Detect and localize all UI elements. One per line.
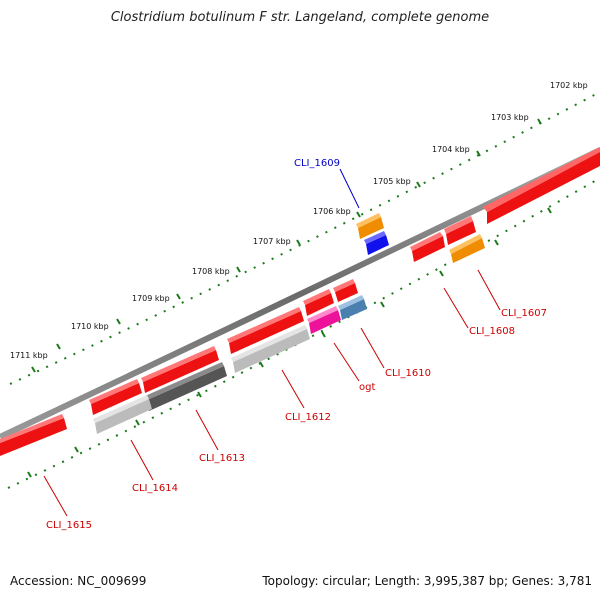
outer-major-ticks	[31, 118, 542, 373]
genome-summary-text: Topology: circular; Length: 3,995,387 bp…	[262, 574, 592, 588]
scale-label-1709: 1709 kbp	[132, 294, 170, 303]
gene-right-red[interactable]	[483, 147, 600, 224]
scale-label-1705: 1705 kbp	[373, 177, 411, 186]
gene-ogt[interactable]	[303, 289, 341, 334]
gene-label-cli-1615[interactable]: CLI_1615	[46, 520, 92, 531]
scale-label-1704: 1704 kbp	[432, 145, 470, 154]
genes	[0, 147, 600, 456]
gene-cli-1612[interactable]	[227, 307, 310, 373]
gene-cli-1608[interactable]	[410, 232, 445, 262]
leader-lines	[43, 168, 501, 517]
gene-label-cli-1614[interactable]: CLI_1614	[132, 483, 178, 494]
scale-labels: 1702 kbp 1703 kbp 1704 kbp 1705 kbp 1706…	[10, 81, 588, 360]
gene-cli-1615[interactable]	[0, 414, 67, 456]
gene-label-cli-1612[interactable]: CLI_1612	[285, 412, 331, 423]
map-title: Clostridium botulinum F str. Langeland, …	[110, 10, 490, 25]
gene-cli-1610[interactable]	[333, 279, 367, 320]
genome-backbone	[0, 147, 600, 440]
accession-text: Accession: NC_009699	[10, 574, 147, 588]
scale-label-1711: 1711 kbp	[10, 351, 48, 360]
scale-label-1702: 1702 kbp	[550, 81, 588, 90]
outer-scale-arc	[9, 91, 600, 385]
gene-cli-1609[interactable]	[356, 213, 389, 255]
scale-label-1706: 1706 kbp	[313, 207, 351, 216]
scale-label-1703: 1703 kbp	[491, 113, 529, 122]
gene-cli-1607[interactable]	[444, 216, 485, 263]
scale-label-1707: 1707 kbp	[253, 237, 291, 246]
gene-label-cli-1609[interactable]: CLI_1609	[294, 158, 340, 169]
gene-labels: CLI_1609 CLI_1607 CLI_1608 CLI_1610 ogt …	[46, 158, 547, 531]
gene-label-cli-1610[interactable]: CLI_1610	[385, 368, 431, 379]
inner-scale-arc	[7, 177, 600, 489]
scale-label-1710: 1710 kbp	[71, 322, 109, 331]
gene-label-cli-1607[interactable]: CLI_1607	[501, 308, 547, 319]
gene-label-cli-1613[interactable]: CLI_1613	[199, 453, 245, 464]
gene-label-cli-1608[interactable]: CLI_1608	[469, 326, 515, 337]
gene-label-ogt[interactable]: ogt	[359, 382, 375, 393]
inner-major-ticks	[27, 207, 552, 478]
gene-cli-1614[interactable]	[89, 379, 152, 434]
scale-label-1708: 1708 kbp	[192, 267, 230, 276]
gene-cli-1613[interactable]	[141, 346, 227, 411]
